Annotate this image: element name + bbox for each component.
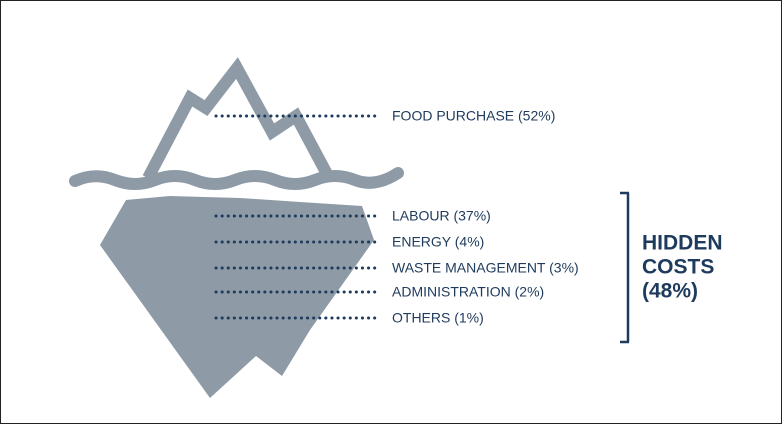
iceberg-body: [100, 196, 374, 398]
cost-label: ENERGY (4%): [392, 234, 484, 250]
cost-label: OTHERS (1%): [392, 310, 484, 326]
cost-label: WASTE MANAGEMENT (3%): [392, 260, 579, 276]
summary-label: COSTS: [642, 256, 714, 279]
summary-label: HIDDEN: [642, 232, 723, 255]
cost-label: ADMINISTRATION (2%): [392, 284, 544, 300]
cost-label: FOOD PURCHASE (52%): [392, 108, 555, 124]
cost-label: LABOUR (37%): [392, 208, 491, 224]
summary-label: (48%): [642, 280, 698, 303]
water-line: [69, 167, 404, 190]
